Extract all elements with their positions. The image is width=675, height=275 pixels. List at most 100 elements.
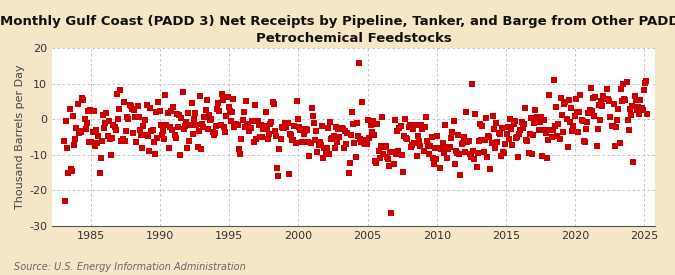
Point — [391, 152, 402, 156]
Point — [59, 139, 70, 143]
Title: Monthly Gulf Coast (PADD 3) Net Receipts by Pipeline, Tanker, and Barge from Oth: Monthly Gulf Coast (PADD 3) Net Receipts… — [0, 15, 675, 45]
Point — [640, 81, 651, 85]
Point — [256, 123, 267, 127]
Point — [476, 138, 487, 142]
Point — [82, 108, 93, 113]
Point — [517, 126, 528, 130]
Point — [408, 127, 418, 131]
Point — [348, 121, 358, 126]
Point — [590, 95, 601, 100]
Point — [401, 135, 412, 140]
Point — [546, 135, 557, 139]
Point — [222, 95, 233, 100]
Point — [529, 121, 540, 125]
Point — [599, 97, 610, 102]
Point — [567, 129, 578, 133]
Point — [124, 103, 135, 107]
Point — [87, 130, 98, 134]
Point — [479, 138, 490, 142]
Point — [461, 110, 472, 114]
Point — [315, 143, 326, 147]
Point — [477, 124, 488, 128]
Point — [613, 107, 624, 111]
Point — [154, 109, 165, 114]
Point — [418, 149, 429, 153]
Point — [568, 123, 579, 128]
Point — [606, 123, 617, 128]
Point — [61, 119, 72, 123]
Point — [342, 131, 353, 135]
Point — [624, 107, 635, 111]
Point — [486, 141, 497, 145]
Point — [385, 149, 396, 154]
Point — [160, 93, 171, 97]
Point — [240, 98, 251, 103]
Point — [629, 94, 640, 99]
Point — [388, 161, 399, 166]
Point — [600, 97, 611, 101]
Point — [497, 149, 508, 154]
Point — [431, 157, 441, 161]
Point — [261, 126, 272, 130]
Point — [132, 104, 143, 108]
Point — [157, 128, 168, 133]
Point — [101, 111, 112, 115]
Point — [206, 117, 217, 121]
Point — [84, 140, 95, 144]
Point — [117, 137, 128, 141]
Point — [202, 126, 213, 131]
Point — [497, 126, 508, 130]
Point — [319, 145, 330, 150]
Point — [421, 115, 431, 120]
Point — [213, 101, 223, 105]
Point — [288, 137, 298, 142]
Point — [622, 117, 633, 122]
Point — [263, 137, 273, 142]
Point — [610, 144, 620, 148]
Point — [321, 146, 332, 151]
Point — [569, 114, 580, 118]
Point — [236, 137, 247, 141]
Point — [481, 155, 492, 159]
Point — [592, 126, 603, 131]
Point — [121, 129, 132, 133]
Point — [484, 135, 495, 139]
Point — [438, 141, 449, 145]
Point — [64, 107, 75, 111]
Point — [98, 113, 109, 117]
Point — [94, 171, 105, 175]
Point — [185, 123, 196, 127]
Point — [575, 93, 586, 97]
Point — [466, 154, 477, 159]
Point — [493, 130, 504, 135]
Point — [464, 152, 475, 156]
Point — [406, 143, 417, 148]
Point — [395, 124, 406, 129]
Point — [312, 150, 323, 154]
Point — [574, 110, 585, 114]
Point — [362, 142, 373, 147]
Point — [522, 139, 533, 143]
Point — [93, 134, 104, 139]
Point — [354, 60, 364, 65]
Point — [445, 145, 456, 149]
Point — [320, 150, 331, 155]
Point — [367, 119, 378, 123]
Point — [621, 79, 632, 84]
Point — [169, 133, 180, 138]
Point — [492, 140, 503, 144]
Point — [367, 130, 377, 134]
Point — [129, 108, 140, 112]
Point — [223, 105, 234, 109]
Point — [495, 154, 506, 158]
Point — [142, 103, 153, 107]
Point — [500, 142, 511, 146]
Point — [458, 135, 469, 140]
Point — [205, 118, 215, 122]
Point — [126, 107, 137, 111]
Point — [212, 107, 223, 111]
Point — [136, 133, 146, 137]
Point — [134, 115, 144, 119]
Point — [363, 118, 374, 122]
Point — [562, 145, 573, 149]
